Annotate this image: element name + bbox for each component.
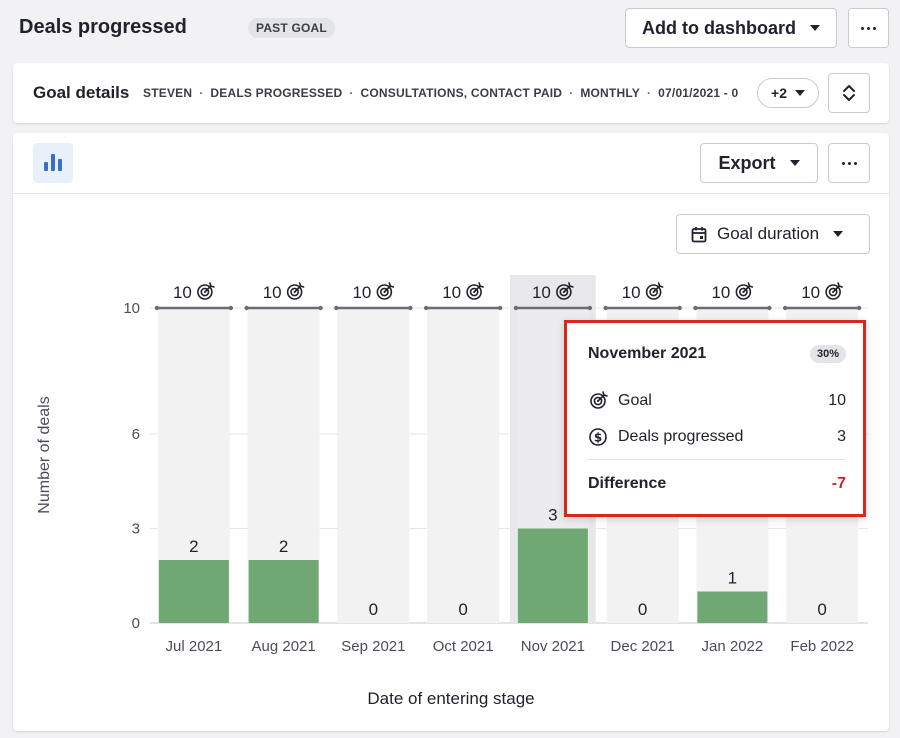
add-to-dashboard-button[interactable]: Add to dashboard [625,8,837,48]
crumb-dates: 07/01/2021 - 0 [658,86,739,100]
tooltip-title: November 2021 [588,345,707,362]
chevron-down-icon [789,160,800,166]
dollar-circle-icon: $ [589,428,607,446]
page-header: Deals progressed PAST GOAL Add to dashbo… [0,0,900,58]
crumb-type: DEALS PROGRESSED [210,86,343,100]
target-icon [590,391,608,409]
tooltip-difference-label: Difference [588,475,667,492]
chevron-down-icon [810,25,820,31]
more-horizontal-icon [861,26,876,30]
goal-duration-label: Goal duration [717,224,820,243]
chart-tooltip: November 2021 30% Goal 10 $ Deals progre… [564,320,866,517]
crumb-stages: CONSULTATIONS, CONTACT PAID [360,86,563,100]
tooltip-goal-value: 10 [828,392,846,409]
tooltip-difference-row: Difference -7 [588,475,846,493]
more-horizontal-icon [841,161,857,165]
goal-details-title: Goal details [33,83,130,102]
more-options-button[interactable] [848,8,889,48]
goal-details-card: Goal details STEVEN · DEALS PROGRESSED · CON… [13,63,889,123]
tooltip-goal-label: Goal [618,392,652,409]
chevron-up-down-icon [843,85,855,101]
goal-details-summary: STEVEN · DEALS PROGRESSED · CONSULTATIONS, C… [143,86,739,100]
tooltip-difference-value: -7 [831,475,846,492]
chevron-down-icon [794,90,805,96]
export-label: Export [718,152,776,173]
bar-chart-type-button[interactable] [33,143,73,183]
tooltip-deals-value: 3 [837,428,846,445]
tooltip-goal-row: Goal 10 [588,391,846,411]
tooltip-percent-badge: 30% [809,345,846,363]
tooltip-deals-row: $ Deals progressed 3 [588,427,846,447]
goal-duration-button[interactable]: Goal duration [676,214,870,254]
chevron-down-icon [833,231,844,237]
add-to-dashboard-label: Add to dashboard [642,17,796,38]
expand-collapse-button[interactable] [828,73,870,113]
tooltip-deals-label: Deals progressed [618,428,744,445]
calendar-icon [691,226,707,242]
export-button[interactable]: Export [700,143,818,183]
more-details-pill[interactable]: +2 [757,78,819,108]
crumb-assignee: STEVEN [143,86,193,100]
chart-more-options-button[interactable] [828,143,870,183]
chart-toolbar: Export [13,133,889,194]
more-details-count: +2 [771,85,787,101]
tooltip-divider [588,459,846,460]
svg-text:$: $ [594,431,602,445]
crumb-interval: MONTHLY [580,86,640,100]
status-badge: PAST GOAL [248,18,335,38]
page-title: Deals progressed [19,16,187,38]
